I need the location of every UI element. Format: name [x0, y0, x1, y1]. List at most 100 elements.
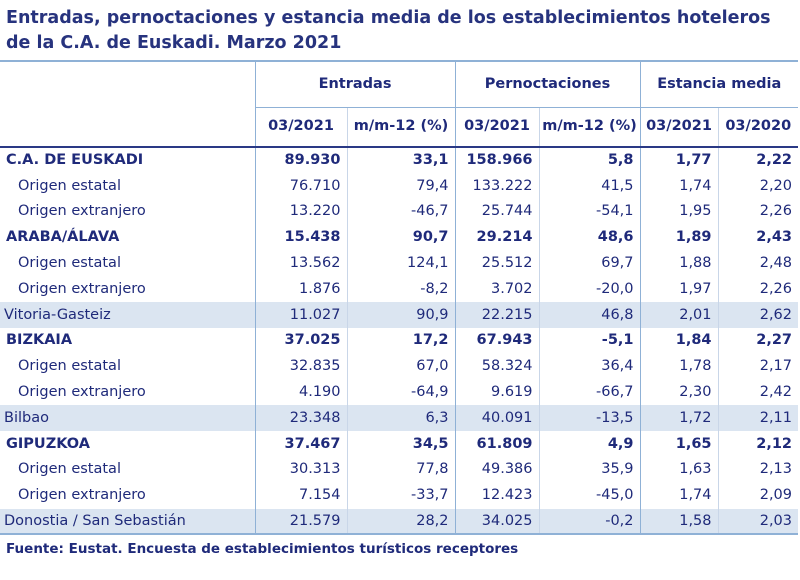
cell-estancia-2021: 1,88: [639, 250, 719, 276]
cell-estancia-2020: 2,62: [717, 301, 799, 328]
cell-entradas-period: 11.027: [254, 301, 347, 328]
cell-pernoctaciones-change: -13,5: [538, 404, 641, 431]
cell-pernoctaciones-period: 61.809: [454, 430, 540, 457]
cell-pernoctaciones-period: 25.744: [454, 198, 540, 225]
table-row: Origen estatal 30.313 77,8 49.386 35,9 1,63 2,…: [0, 456, 799, 483]
row-label: C.A. DE EUSKADI: [6, 152, 144, 169]
table-row: Donostia / San Sebastián 21.579 28,2 34.025…: [0, 507, 799, 535]
cell-estancia-2020: 2,09: [717, 482, 799, 509]
cell-estancia-2020: 2,13: [717, 456, 799, 483]
row-label: Vitoria-Gasteiz: [0, 301, 255, 328]
row-label: Origen estatal: [18, 461, 121, 478]
cell-entradas-change: 33,1: [346, 147, 456, 173]
cell-estancia-2021: 1,95: [639, 198, 719, 225]
table-row: Origen estatal 76.710 79,4 133.222 41,5 1,74 2…: [0, 172, 799, 199]
cell-estancia-2021: 1,63: [639, 456, 719, 483]
cell-entradas-period: 76.710: [254, 172, 347, 199]
table-row: Origen extranjero 7.154 -33,7 12.423 -45,0 1,…: [0, 482, 799, 509]
cell-estancia-2020: 2,22: [717, 147, 799, 173]
cell-estancia-2020: 2,11: [717, 404, 799, 431]
header-corner-2: [0, 107, 255, 148]
group-header-estancia-media: Estancia media: [639, 60, 799, 108]
col-header-estancia-2021: 03/2021: [639, 107, 719, 148]
cell-entradas-change: -46,7: [346, 198, 456, 225]
table-row: Origen extranjero 1.876 -8,2 3.702 -20,0 1,97…: [0, 275, 799, 302]
table-row: Vitoria-Gasteiz 11.027 90,9 22.215 46,8 2,01 2…: [0, 301, 799, 328]
cell-entradas-change: 34,5: [346, 430, 456, 457]
cell-pernoctaciones-period: 12.423: [454, 482, 540, 509]
cell-entradas-change: 6,3: [346, 404, 456, 431]
cell-entradas-period: 7.154: [254, 482, 347, 509]
cell-pernoctaciones-period: 29.214: [454, 224, 540, 251]
col-header-estancia-2020: 03/2020: [717, 107, 799, 148]
cell-pernoctaciones-change: 69,7: [538, 250, 641, 276]
cell-pernoctaciones-period: 22.215: [454, 301, 540, 328]
row-label: Origen estatal: [18, 255, 121, 272]
cell-pernoctaciones-change: -20,0: [538, 275, 641, 302]
cell-pernoctaciones-change: 36,4: [538, 353, 641, 380]
cell-estancia-2021: 1,89: [639, 224, 719, 251]
table-row: Origen estatal 13.562 124,1 25.512 69,7 1,88 2…: [0, 250, 799, 276]
table-row: ARABA/ÁLAVA 15.438 90,7 29.214 48,6 1,89 2,43: [0, 224, 799, 251]
cell-entradas-change: 90,9: [346, 301, 456, 328]
cell-entradas-period: 21.579: [254, 507, 347, 535]
page-title: Entradas, pernoctaciones y estancia medi…: [6, 8, 771, 53]
cell-estancia-2021: 2,01: [639, 301, 719, 328]
cell-entradas-period: 30.313: [254, 456, 347, 483]
cell-estancia-2021: 1,58: [639, 507, 719, 535]
cell-estancia-2021: 1,72: [639, 404, 719, 431]
cell-entradas-change: 67,0: [346, 353, 456, 380]
cell-pernoctaciones-change: 4,9: [538, 430, 641, 457]
cell-estancia-2021: 1,78: [639, 353, 719, 380]
cell-estancia-2021: 1,84: [639, 327, 719, 354]
group-header-pernoctaciones: Pernoctaciones: [454, 60, 641, 108]
cell-entradas-change: 90,7: [346, 224, 456, 251]
cell-pernoctaciones-change: -0,2: [538, 507, 641, 535]
cell-pernoctaciones-period: 40.091: [454, 404, 540, 431]
cell-pernoctaciones-change: -66,7: [538, 379, 641, 405]
cell-estancia-2021: 2,30: [639, 379, 719, 405]
table-row: Bilbao 23.348 6,3 40.091 -13,5 1,72 2,11: [0, 404, 799, 431]
cell-pernoctaciones-period: 3.702: [454, 275, 540, 302]
cell-pernoctaciones-period: 9.619: [454, 379, 540, 405]
cell-entradas-period: 23.348: [254, 404, 347, 431]
cell-pernoctaciones-period: 25.512: [454, 250, 540, 276]
cell-entradas-period: 13.220: [254, 198, 347, 225]
cell-estancia-2020: 2,42: [717, 379, 799, 405]
cell-entradas-change: 124,1: [346, 250, 456, 276]
col-header-entradas-change: m/m-12 (%): [346, 107, 456, 148]
cell-entradas-period: 32.835: [254, 353, 347, 380]
row-label: Bilbao: [0, 404, 255, 431]
cell-pernoctaciones-change: -54,1: [538, 198, 641, 225]
source-note: Fuente: Eustat. Encuesta de establecimie…: [6, 541, 519, 557]
col-header-entradas-period: 03/2021: [254, 107, 347, 148]
cell-entradas-period: 37.025: [254, 327, 347, 354]
cell-entradas-change: -8,2: [346, 275, 456, 302]
cell-estancia-2020: 2,26: [717, 198, 799, 225]
cell-entradas-change: 77,8: [346, 456, 456, 483]
row-label: Origen extranjero: [18, 280, 146, 297]
cell-estancia-2020: 2,26: [717, 275, 799, 302]
cell-pernoctaciones-period: 34.025: [454, 507, 540, 535]
cell-estancia-2020: 2,43: [717, 224, 799, 251]
cell-estancia-2020: 2,12: [717, 430, 799, 457]
cell-pernoctaciones-period: 58.324: [454, 353, 540, 380]
cell-entradas-period: 4.190: [254, 379, 347, 405]
group-header-entradas: Entradas: [254, 60, 456, 108]
cell-pernoctaciones-period: 49.386: [454, 456, 540, 483]
cell-pernoctaciones-period: 158.966: [454, 147, 540, 173]
cell-pernoctaciones-change: 35,9: [538, 456, 641, 483]
cell-entradas-period: 1.876: [254, 275, 347, 302]
row-label: BIZKAIA: [6, 332, 73, 349]
cell-entradas-change: -33,7: [346, 482, 456, 509]
row-label: Origen extranjero: [18, 487, 146, 503]
table-row: C.A. DE EUSKADI 89.930 33,1 158.966 5,8 1,77 2…: [0, 147, 799, 173]
table-row: Origen extranjero 13.220 -46,7 25.744 -54,1 1…: [0, 198, 799, 225]
cell-estancia-2021: 1,77: [639, 147, 719, 173]
header-corner: [0, 60, 255, 107]
cell-entradas-period: 89.930: [254, 147, 347, 173]
cell-pernoctaciones-change: -5,1: [538, 327, 641, 354]
cell-estancia-2021: 1,97: [639, 275, 719, 302]
cell-pernoctaciones-period: 133.222: [454, 172, 540, 199]
col-header-pernoctaciones-change: m/m-12 (%): [538, 107, 641, 148]
